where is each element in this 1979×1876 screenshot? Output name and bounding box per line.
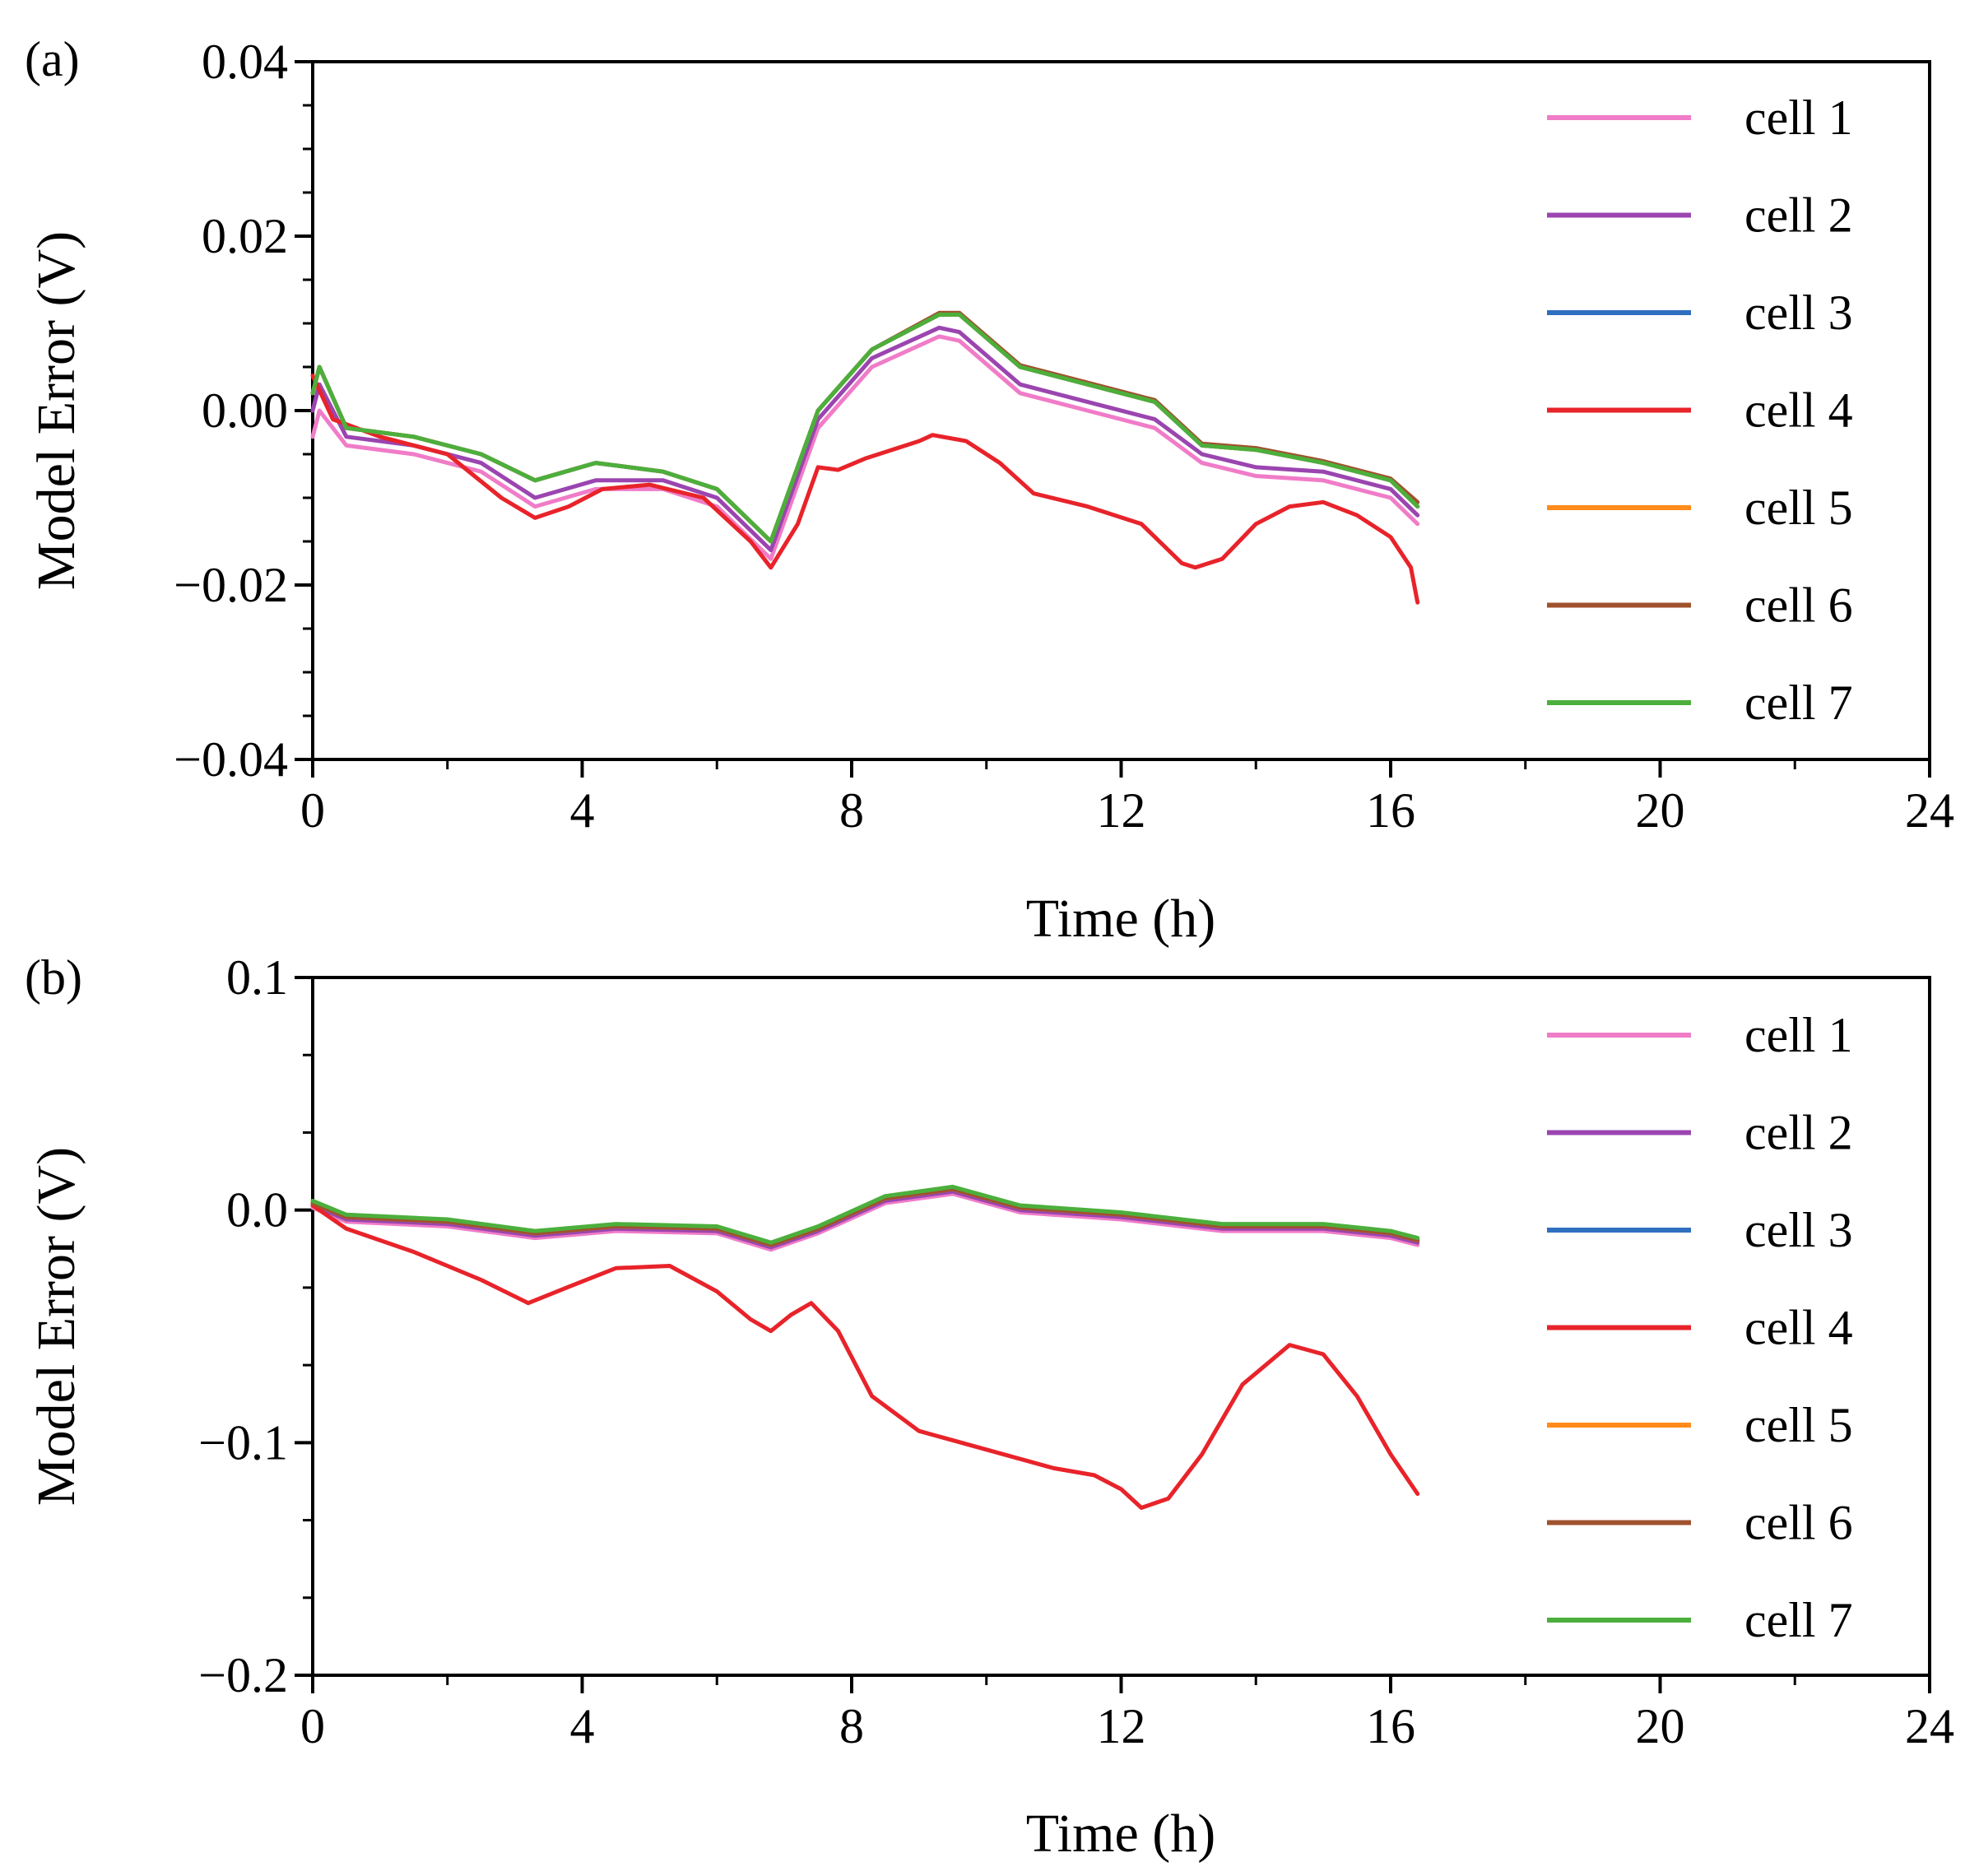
panel-a: (a) 0 4 8 12 16 20 24 −0.04 −0.02 0.00 0… bbox=[25, 32, 1954, 949]
series-lines bbox=[310, 310, 1420, 605]
panel-b: (b) 0 4 8 12 16 20 24 −0.2 −0.1 0.0 0.1 … bbox=[25, 950, 1954, 1864]
series-line-cell-3 bbox=[310, 1186, 1420, 1247]
x-axis-title: Time (h) bbox=[1026, 889, 1215, 949]
series-line-cell-2 bbox=[310, 325, 1420, 553]
y-tick-label: −0.2 bbox=[198, 1648, 288, 1702]
series-line-cell-4 bbox=[310, 1203, 1420, 1510]
x-tick-label: 0 bbox=[300, 1699, 325, 1753]
legend-label: cell 3 bbox=[1744, 1203, 1853, 1257]
panel-label: (a) bbox=[25, 32, 80, 86]
series-line-cell-7 bbox=[310, 312, 1420, 544]
y-axis-title: Model Error (V) bbox=[26, 231, 86, 590]
series-line-cell-4 bbox=[310, 374, 1420, 605]
x-tick-label: 20 bbox=[1636, 1699, 1685, 1753]
y-tick-label: 0.02 bbox=[202, 209, 288, 263]
series-line-cell-3 bbox=[310, 312, 1420, 544]
legend: cell 1 cell 2 cell 3 cell 4 cell 5 cell … bbox=[1547, 91, 1853, 730]
legend-label: cell 2 bbox=[1744, 1106, 1853, 1160]
series-line-cell-2 bbox=[310, 1189, 1420, 1250]
x-tick-label: 0 bbox=[300, 783, 325, 838]
y-axis-title: Model Error (V) bbox=[26, 1147, 86, 1506]
y-tick-label: 0.00 bbox=[202, 383, 288, 438]
x-tick-label: 20 bbox=[1636, 783, 1685, 838]
series-lines bbox=[310, 1184, 1420, 1510]
legend-label: cell 1 bbox=[1744, 1008, 1853, 1062]
x-axis-title: Time (h) bbox=[1026, 1804, 1215, 1864]
axis-ticks bbox=[295, 60, 1931, 778]
x-tick-label: 24 bbox=[1905, 1699, 1954, 1753]
legend-label: cell 3 bbox=[1744, 286, 1853, 340]
legend-label: cell 6 bbox=[1744, 1496, 1853, 1550]
x-tick-label: 16 bbox=[1366, 783, 1415, 838]
x-tick-label: 16 bbox=[1366, 1699, 1415, 1753]
x-tick-label: 4 bbox=[570, 783, 595, 838]
legend-label: cell 5 bbox=[1744, 481, 1853, 535]
legend-label: cell 6 bbox=[1744, 578, 1853, 633]
panel-label: (b) bbox=[25, 950, 82, 1005]
legend-label: cell 4 bbox=[1744, 383, 1853, 438]
y-tick-labels: −0.04 −0.02 0.00 0.02 0.04 bbox=[174, 35, 288, 787]
series-line-cell-5 bbox=[310, 312, 1420, 544]
legend-label: cell 7 bbox=[1744, 1593, 1853, 1647]
x-tick-label: 24 bbox=[1905, 783, 1954, 838]
y-tick-label: −0.02 bbox=[174, 558, 288, 612]
y-tick-label: 0.04 bbox=[202, 35, 288, 89]
series-line-cell-5 bbox=[310, 1186, 1420, 1247]
x-tick-label: 12 bbox=[1097, 1699, 1146, 1753]
legend-label: cell 1 bbox=[1744, 91, 1853, 145]
x-tick-label: 8 bbox=[839, 1699, 864, 1753]
x-tick-label: 4 bbox=[570, 1699, 595, 1753]
series-line-cell-6 bbox=[310, 310, 1420, 544]
x-tick-labels: 0 4 8 12 16 20 24 bbox=[300, 783, 1954, 838]
legend-label: cell 2 bbox=[1744, 188, 1853, 243]
legend-label: cell 4 bbox=[1744, 1301, 1853, 1355]
series-line-cell-1 bbox=[310, 1191, 1420, 1252]
x-tick-label: 8 bbox=[839, 783, 864, 838]
axis-ticks bbox=[295, 976, 1931, 1693]
y-tick-labels: −0.2 −0.1 0.0 0.1 bbox=[198, 950, 288, 1702]
legend: cell 1 cell 2 cell 3 cell 4 cell 5 cell … bbox=[1547, 1008, 1853, 1647]
x-tick-labels: 0 4 8 12 16 20 24 bbox=[300, 1699, 1954, 1753]
y-tick-label: 0.0 bbox=[226, 1183, 288, 1238]
series-line-cell-1 bbox=[310, 334, 1420, 561]
x-tick-label: 12 bbox=[1097, 783, 1146, 838]
legend-label: cell 7 bbox=[1744, 676, 1853, 730]
y-tick-label: −0.1 bbox=[198, 1415, 288, 1470]
y-tick-label: 0.1 bbox=[226, 950, 288, 1005]
series-line-cell-7 bbox=[310, 1184, 1420, 1245]
series-line-cell-6 bbox=[310, 1186, 1420, 1247]
y-tick-label: −0.04 bbox=[174, 732, 288, 787]
legend-label: cell 5 bbox=[1744, 1398, 1853, 1452]
